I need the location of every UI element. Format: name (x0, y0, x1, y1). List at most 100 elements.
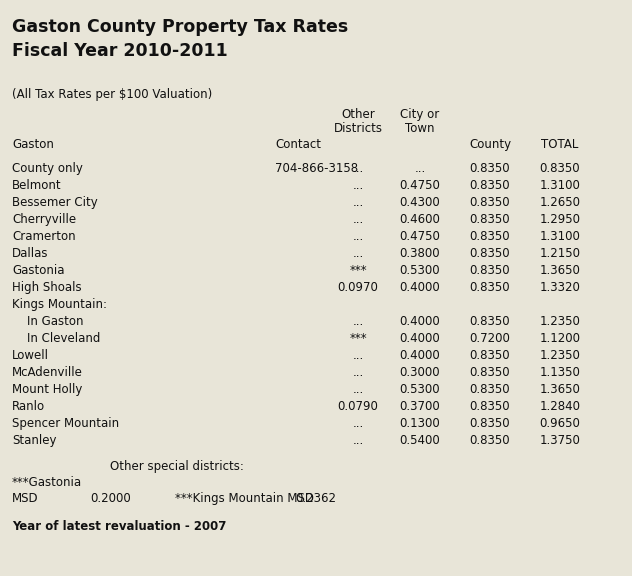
Text: In Cleveland: In Cleveland (12, 332, 100, 345)
Text: 1.3320: 1.3320 (540, 281, 580, 294)
Text: Belmont: Belmont (12, 179, 62, 192)
Text: 0.2362: 0.2362 (295, 492, 336, 505)
Text: 0.4000: 0.4000 (399, 349, 441, 362)
Text: 0.8350: 0.8350 (470, 434, 510, 447)
Text: 1.3650: 1.3650 (540, 264, 580, 277)
Text: 0.8350: 0.8350 (470, 213, 510, 226)
Text: 0.4750: 0.4750 (399, 179, 441, 192)
Text: 0.8350: 0.8350 (470, 264, 510, 277)
Text: 1.3100: 1.3100 (540, 230, 580, 243)
Text: County: County (469, 138, 511, 151)
Text: Stanley: Stanley (12, 434, 56, 447)
Text: Other special districts:: Other special districts: (110, 460, 244, 473)
Text: 0.4000: 0.4000 (399, 281, 441, 294)
Text: Town: Town (405, 122, 435, 135)
Text: Lowell: Lowell (12, 349, 49, 362)
Text: 1.2650: 1.2650 (540, 196, 581, 209)
Text: Gaston County Property Tax Rates: Gaston County Property Tax Rates (12, 18, 348, 36)
Text: Other: Other (341, 108, 375, 121)
Text: ...: ... (353, 162, 363, 175)
Text: 0.8350: 0.8350 (470, 247, 510, 260)
Text: 0.8350: 0.8350 (470, 230, 510, 243)
Text: 0.5300: 0.5300 (399, 383, 441, 396)
Text: 0.8350: 0.8350 (470, 417, 510, 430)
Text: 1.3100: 1.3100 (540, 179, 580, 192)
Text: High Shoals: High Shoals (12, 281, 82, 294)
Text: ...: ... (353, 366, 363, 379)
Text: 0.0970: 0.0970 (337, 281, 379, 294)
Text: Fiscal Year 2010-2011: Fiscal Year 2010-2011 (12, 42, 228, 60)
Text: ...: ... (353, 179, 363, 192)
Text: 0.7200: 0.7200 (470, 332, 511, 345)
Text: Districts: Districts (334, 122, 382, 135)
Text: McAdenville: McAdenville (12, 366, 83, 379)
Text: 0.4000: 0.4000 (399, 315, 441, 328)
Text: 0.1300: 0.1300 (399, 417, 441, 430)
Text: Spencer Mountain: Spencer Mountain (12, 417, 119, 430)
Text: 1.2150: 1.2150 (540, 247, 581, 260)
Text: ***: *** (349, 332, 367, 345)
Text: (All Tax Rates per $100 Valuation): (All Tax Rates per $100 Valuation) (12, 88, 212, 101)
Text: 0.8350: 0.8350 (470, 196, 510, 209)
Text: 0.0790: 0.0790 (337, 400, 379, 413)
Text: 0.4000: 0.4000 (399, 332, 441, 345)
Text: 0.8350: 0.8350 (470, 349, 510, 362)
Text: 1.1350: 1.1350 (540, 366, 580, 379)
Text: 0.4750: 0.4750 (399, 230, 441, 243)
Text: 1.3750: 1.3750 (540, 434, 580, 447)
Text: 1.2350: 1.2350 (540, 315, 580, 328)
Text: ...: ... (415, 162, 425, 175)
Text: ***Kings Mountain MSD: ***Kings Mountain MSD (175, 492, 314, 505)
Text: 0.3000: 0.3000 (399, 366, 441, 379)
Text: 0.5400: 0.5400 (399, 434, 441, 447)
Text: ***: *** (349, 264, 367, 277)
Text: TOTAL: TOTAL (542, 138, 579, 151)
Text: MSD: MSD (12, 492, 39, 505)
Text: Cherryville: Cherryville (12, 213, 76, 226)
Text: 1.3650: 1.3650 (540, 383, 580, 396)
Text: County only: County only (12, 162, 83, 175)
Text: Ranlo: Ranlo (12, 400, 45, 413)
Text: ...: ... (353, 213, 363, 226)
Text: ...: ... (353, 196, 363, 209)
Text: ...: ... (353, 383, 363, 396)
Text: Gastonia: Gastonia (12, 264, 64, 277)
Text: ...: ... (353, 434, 363, 447)
Text: 0.4300: 0.4300 (399, 196, 441, 209)
Text: 0.3800: 0.3800 (399, 247, 441, 260)
Text: 0.2000: 0.2000 (90, 492, 131, 505)
Text: 704-866-3158: 704-866-3158 (275, 162, 358, 175)
Text: ...: ... (353, 417, 363, 430)
Text: Contact: Contact (275, 138, 321, 151)
Text: 0.9650: 0.9650 (540, 417, 580, 430)
Text: Gaston: Gaston (12, 138, 54, 151)
Text: Bessemer City: Bessemer City (12, 196, 98, 209)
Text: ***Gastonia: ***Gastonia (12, 476, 82, 489)
Text: 0.5300: 0.5300 (399, 264, 441, 277)
Text: 0.8350: 0.8350 (470, 400, 510, 413)
Text: ...: ... (353, 247, 363, 260)
Text: 0.8350: 0.8350 (470, 383, 510, 396)
Text: 0.8350: 0.8350 (470, 162, 510, 175)
Text: 0.8350: 0.8350 (540, 162, 580, 175)
Text: ...: ... (353, 315, 363, 328)
Text: City or: City or (401, 108, 440, 121)
Text: 0.8350: 0.8350 (470, 315, 510, 328)
Text: 0.3700: 0.3700 (399, 400, 441, 413)
Text: Dallas: Dallas (12, 247, 49, 260)
Text: 0.8350: 0.8350 (470, 179, 510, 192)
Text: Cramerton: Cramerton (12, 230, 76, 243)
Text: 1.1200: 1.1200 (540, 332, 581, 345)
Text: 1.2950: 1.2950 (540, 213, 581, 226)
Text: Year of latest revaluation - 2007: Year of latest revaluation - 2007 (12, 520, 226, 533)
Text: 0.4600: 0.4600 (399, 213, 441, 226)
Text: Mount Holly: Mount Holly (12, 383, 82, 396)
Text: 0.8350: 0.8350 (470, 281, 510, 294)
Text: In Gaston: In Gaston (12, 315, 83, 328)
Text: ...: ... (353, 349, 363, 362)
Text: 1.2840: 1.2840 (540, 400, 581, 413)
Text: 1.2350: 1.2350 (540, 349, 580, 362)
Text: Kings Mountain:: Kings Mountain: (12, 298, 107, 311)
Text: 0.8350: 0.8350 (470, 366, 510, 379)
Text: ...: ... (353, 230, 363, 243)
